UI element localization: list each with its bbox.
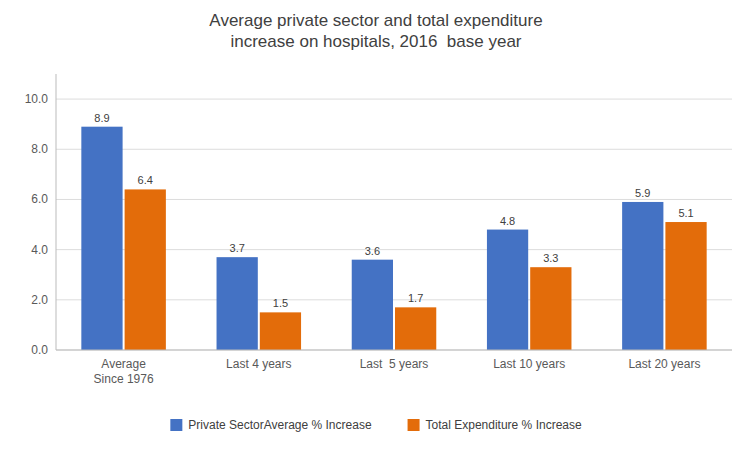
legend-swatch — [170, 419, 182, 431]
bar — [81, 127, 122, 350]
text-line: Last 20 years — [628, 357, 700, 371]
y-tick-label: 10.0 — [25, 92, 49, 106]
data-label: 3.3 — [543, 252, 558, 264]
data-label: 4.8 — [500, 215, 515, 227]
x-tick-label: Last 4 years — [226, 357, 291, 371]
bar — [622, 202, 663, 350]
y-tick-label: 2.0 — [31, 293, 48, 307]
chart-container: Average private sector and total expendi… — [0, 0, 752, 451]
x-tick-label: Last 10 years — [493, 357, 565, 371]
chart-svg: Average private sector and total expendi… — [0, 0, 752, 451]
data-label: 1.5 — [273, 297, 288, 309]
text-line: Last 10 years — [493, 357, 565, 371]
x-axis-line — [56, 350, 732, 351]
text-line: Average private sector and total expendi… — [209, 11, 542, 30]
bar — [125, 189, 166, 350]
legend-item: Total Expenditure % Increase — [408, 418, 582, 432]
data-label: 5.1 — [678, 207, 693, 219]
legend: Private SectorAverage % Increase Total Ex… — [170, 418, 582, 432]
y-tick-label: 0.0 — [31, 343, 48, 357]
grid — [56, 99, 732, 350]
y-tick-label: 8.0 — [31, 142, 48, 156]
data-label: 5.9 — [635, 187, 650, 199]
x-tick-label: Last 20 years — [628, 357, 700, 371]
text-line: Last 5 years — [360, 357, 429, 371]
text-line: Average — [101, 357, 146, 371]
x-tick-label: Last 5 years — [360, 357, 429, 371]
x-tick-label: AverageSince 1976 — [94, 357, 154, 386]
data-labels: 8.9 3.7 3.6 4.8 5.9 6.4 1.5 1.7 3.3 5.1 — [94, 112, 693, 310]
grid-line — [56, 99, 732, 100]
data-label: 6.4 — [138, 174, 153, 186]
y-tick-label: 4.0 — [31, 243, 48, 257]
bar — [487, 230, 528, 350]
y-axis-line — [56, 74, 57, 350]
legend-label: Total Expenditure % Increase — [426, 418, 582, 432]
text-line: increase on hospitals, 2016 base year — [230, 32, 521, 51]
bar — [530, 267, 571, 350]
data-label: 1.7 — [408, 292, 423, 304]
bar — [665, 222, 706, 350]
legend-item: Private SectorAverage % Increase — [170, 418, 372, 432]
text-line: Last 4 years — [226, 357, 291, 371]
data-label: 3.7 — [230, 242, 245, 254]
title: Average private sector and total expendi… — [209, 11, 542, 51]
legend-label: Private SectorAverage % Increase — [188, 418, 372, 432]
bar — [395, 307, 436, 350]
grid-line — [56, 149, 732, 150]
data-label: 8.9 — [94, 112, 109, 124]
data-label: 3.6 — [365, 245, 380, 257]
bar — [217, 257, 258, 350]
bars — [81, 127, 706, 350]
bar — [260, 312, 301, 350]
bar — [352, 260, 393, 350]
grid-line — [56, 350, 732, 351]
y-tick-label: 6.0 — [31, 192, 48, 206]
legend-swatch — [408, 419, 420, 431]
text-line: Since 1976 — [94, 372, 154, 386]
